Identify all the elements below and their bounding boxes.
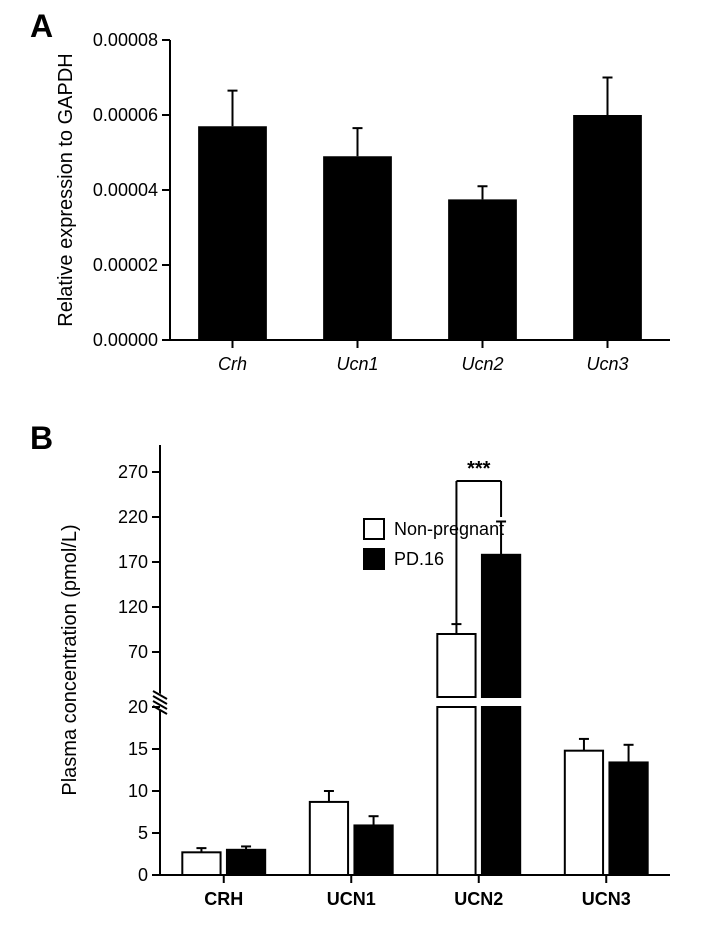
svg-text:Relative expression to GAPDH: Relative expression to GAPDH <box>55 53 77 326</box>
svg-text:Ucn2: Ucn2 <box>461 354 503 374</box>
svg-text:PD.16: PD.16 <box>394 549 444 569</box>
svg-text:0.00006: 0.00006 <box>93 105 158 125</box>
svg-text:10: 10 <box>128 781 148 801</box>
svg-text:Non-pregnant: Non-pregnant <box>394 519 504 539</box>
svg-text:70: 70 <box>128 642 148 662</box>
svg-text:0.00002: 0.00002 <box>93 255 158 275</box>
panel-a-chart: 0.00000 0.00002 0.00004 0.00006 0.00008 Relat… <box>50 20 690 390</box>
svg-text:170: 170 <box>118 552 148 572</box>
svg-text:0: 0 <box>138 865 148 885</box>
svg-text:Ucn1: Ucn1 <box>336 354 378 374</box>
svg-text:***: *** <box>467 458 491 480</box>
svg-text:Plasma concentration (pmol/L): Plasma concentration (pmol/L) <box>59 524 81 795</box>
svg-text:UCN3: UCN3 <box>582 889 631 909</box>
svg-text:UCN1: UCN1 <box>327 889 376 909</box>
svg-text:20: 20 <box>128 697 148 717</box>
svg-text:0.00008: 0.00008 <box>93 30 158 50</box>
svg-text:UCN2: UCN2 <box>454 889 503 909</box>
svg-text:0.00000: 0.00000 <box>93 330 158 350</box>
figure-page: A 0.000000.000020.000040.000060.00008Rel… <box>0 0 708 951</box>
svg-text:Crh: Crh <box>218 354 247 374</box>
svg-text:15: 15 <box>128 739 148 759</box>
svg-text:5: 5 <box>138 823 148 843</box>
svg-text:270: 270 <box>118 462 148 482</box>
panel-b-chart: 0 5 10 15 20 70 120 170 220 270 Plasma concentrati… <box>50 425 690 925</box>
svg-text:CRH: CRH <box>204 889 243 909</box>
svg-text:0.00004: 0.00004 <box>93 180 158 200</box>
svg-text:120: 120 <box>118 597 148 617</box>
svg-text:220: 220 <box>118 507 148 527</box>
svg-text:Ucn3: Ucn3 <box>586 354 628 374</box>
